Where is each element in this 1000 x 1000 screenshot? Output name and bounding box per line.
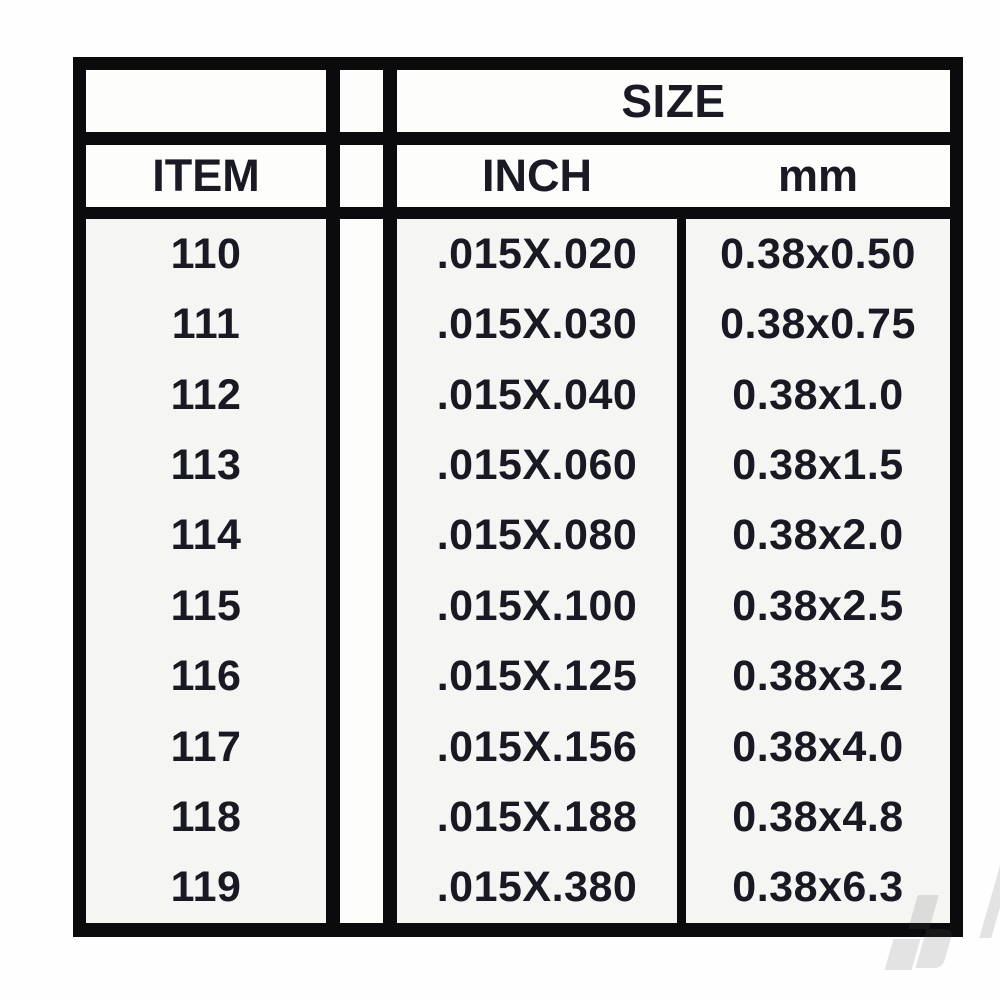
item-number: 115	[170, 581, 242, 630]
item-number: 114	[170, 511, 242, 560]
spacer-cell	[340, 70, 383, 132]
spacer-cell	[340, 219, 383, 923]
table-top-border	[73, 57, 963, 70]
item-size-spec-table: SIZE ITEM INCH mm 110 111 112 113 114 11…	[73, 57, 963, 937]
item-number: 117	[170, 722, 242, 771]
inch-size: .015X.020	[436, 229, 638, 278]
inch-size: .015X.080	[436, 511, 638, 560]
item-number-column: 110 111 112 113 114 115 116 117 118 119	[86, 219, 326, 923]
inch-size: .015X.125	[436, 652, 638, 701]
table-right-border	[950, 57, 963, 937]
size-header-cell: SIZE	[397, 70, 950, 132]
mm-size: 0.38x4.0	[732, 722, 904, 771]
item-number: 118	[170, 792, 242, 841]
mm-size: 0.38x0.50	[720, 229, 916, 278]
item-number: 111	[171, 300, 241, 349]
inch-size: .015X.040	[436, 370, 638, 419]
item-number: 113	[170, 440, 242, 489]
item-number: 112	[170, 370, 242, 419]
inch-header-cell: INCH	[397, 145, 677, 207]
header-separator-line	[73, 132, 963, 145]
mm-size: 0.38x0.75	[720, 300, 916, 349]
mm-size-column: 0.38x0.50 0.38x0.75 0.38x1.0 0.38x1.5 0.…	[686, 219, 950, 923]
mm-header-cell: mm	[686, 145, 950, 207]
inch-size: .015X.060	[436, 440, 638, 489]
size-section-left-border	[383, 57, 397, 937]
mm-size: 0.38x3.2	[732, 652, 904, 701]
subheader-separator-line	[73, 207, 963, 219]
mm-size: 0.38x1.5	[732, 440, 904, 489]
inch-mm-divider-line	[677, 219, 686, 923]
mm-size: 0.38x2.5	[732, 581, 904, 630]
empty-header-cell	[86, 70, 326, 132]
item-column-right-border	[326, 57, 340, 937]
inch-size: .015X.380	[436, 863, 638, 912]
item-number: 110	[170, 229, 242, 278]
watermark-logo-icon	[979, 856, 1000, 938]
inch-size-column: .015X.020 .015X.030 .015X.040 .015X.060 …	[397, 219, 677, 923]
mm-size: 0.38x4.8	[732, 792, 904, 841]
item-header-cell: ITEM	[86, 145, 326, 207]
table-left-border	[73, 57, 86, 937]
item-number: 116	[170, 652, 242, 701]
mm-size: 0.38x6.3	[732, 863, 904, 912]
inch-size: .015X.156	[436, 722, 638, 771]
item-number: 119	[170, 863, 242, 912]
mm-size: 0.38x1.0	[732, 370, 904, 419]
table-bottom-border	[73, 923, 963, 937]
inch-size: .015X.100	[436, 581, 638, 630]
inch-size: .015X.188	[436, 792, 638, 841]
spacer-cell	[340, 145, 383, 207]
inch-size: .015X.030	[436, 300, 638, 349]
mm-size: 0.38x2.0	[732, 511, 904, 560]
header-filler-cell	[677, 145, 686, 207]
